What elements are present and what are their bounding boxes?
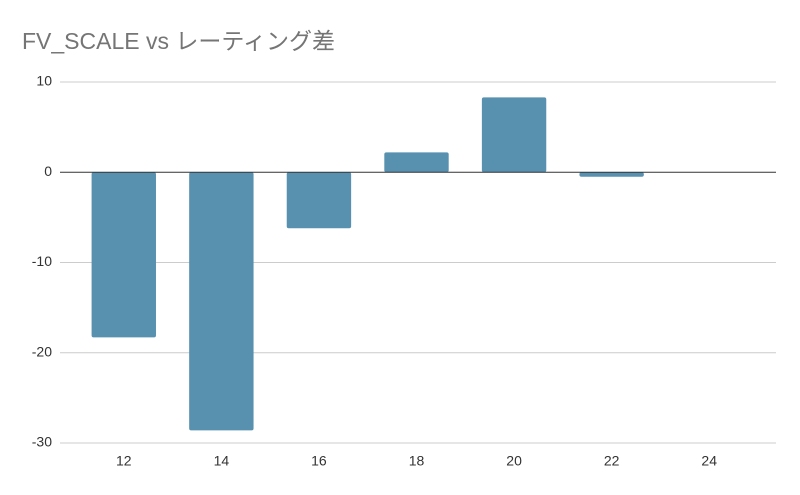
chart-title: FV_SCALE vs レーティング差 <box>22 28 335 54</box>
x-tick-label: 18 <box>409 453 425 469</box>
x-tick-label: 12 <box>116 453 132 469</box>
y-tick-label: -30 <box>32 434 52 450</box>
bar <box>91 172 156 338</box>
y-tick-label: -20 <box>32 343 52 359</box>
bar <box>286 172 352 229</box>
bar <box>384 152 449 173</box>
x-tick-label: 22 <box>604 453 620 469</box>
y-tick-label: -10 <box>32 253 52 269</box>
y-tick-label: 10 <box>36 73 52 89</box>
x-tick-label: 16 <box>311 453 327 469</box>
bar <box>481 97 547 173</box>
bar <box>579 172 644 177</box>
x-tick-label: 24 <box>701 453 717 469</box>
y-tick-label: 0 <box>44 163 52 179</box>
x-tick-label: 14 <box>214 453 230 469</box>
x-tick-label: 20 <box>506 453 522 469</box>
bar <box>189 172 254 431</box>
